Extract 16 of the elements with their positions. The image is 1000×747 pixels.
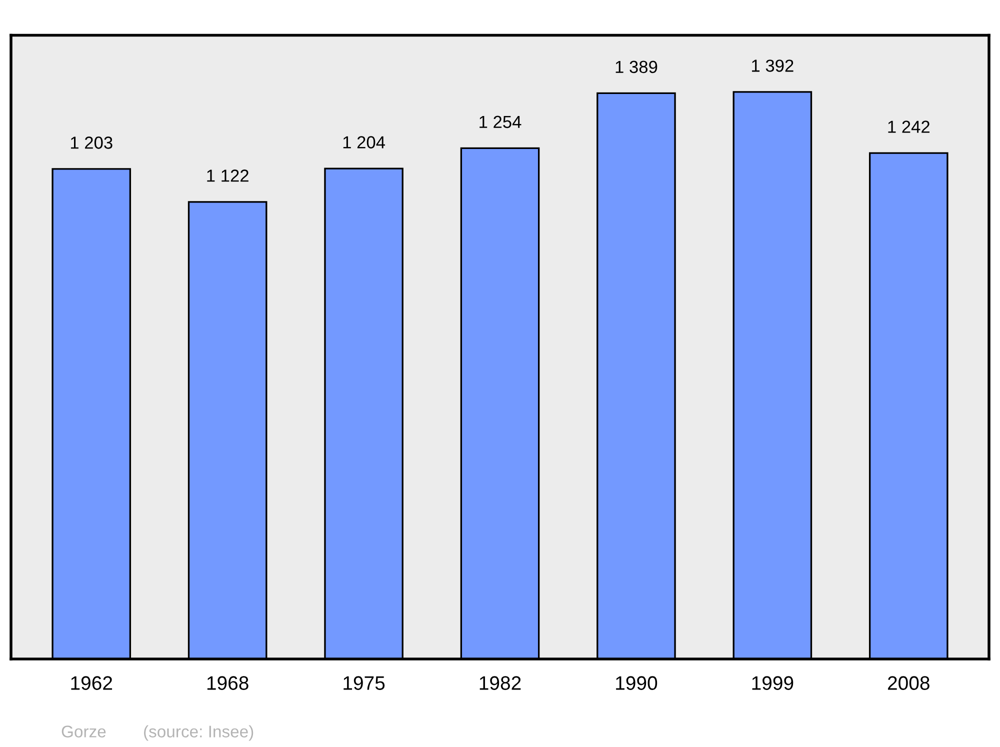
data-label: 1 204 — [343, 136, 386, 148]
x-tick-label: 1999 — [752, 676, 794, 690]
x-tick-label: 1982 — [480, 676, 521, 690]
x-tick-label: 1990 — [616, 676, 658, 690]
data-label: 1 254 — [480, 116, 522, 128]
x-tick-label: 1962 — [71, 676, 112, 690]
data-label: 1 392 — [752, 60, 794, 72]
x-tick-label: 1968 — [207, 676, 248, 690]
text: Gorze — [62, 726, 106, 738]
x-tick-label: 1975 — [344, 676, 385, 690]
text: (source: Insee) — [144, 725, 254, 741]
data-label: 1 203 — [70, 136, 112, 149]
x-tick-label: 2008 — [888, 676, 930, 690]
data-label: 1 242 — [888, 120, 930, 133]
data-label: 1 122 — [207, 170, 248, 182]
data-label: 1 389 — [616, 60, 658, 74]
